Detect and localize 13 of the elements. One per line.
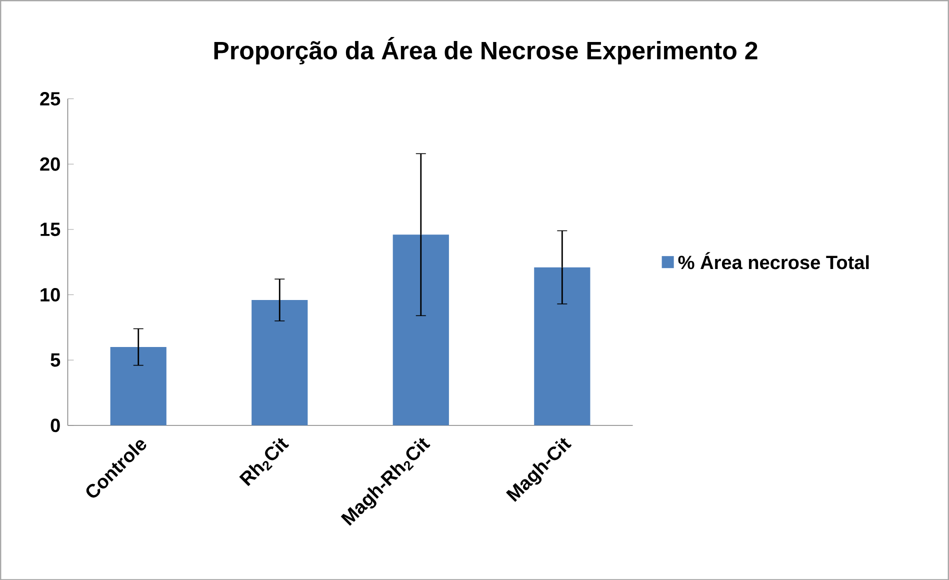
y-tick-label: 20	[40, 157, 60, 171]
y-tick-label: 25	[40, 92, 60, 106]
y-tick-label: 15	[40, 222, 60, 236]
x-tick-label: Rh$_{2}$Cit	[239, 438, 290, 486]
bar	[534, 267, 590, 426]
y-tick-label: 5	[50, 353, 60, 367]
y-tick-label: 0	[50, 418, 60, 432]
bar	[110, 346, 166, 426]
legend-label: % Área necrose Total	[678, 252, 869, 270]
y-tick-label: 10	[40, 288, 60, 302]
chart-title: Proporção da Área de Necrose Experimento 2	[214, 36, 758, 64]
bar	[252, 300, 308, 426]
bar	[392, 234, 449, 426]
